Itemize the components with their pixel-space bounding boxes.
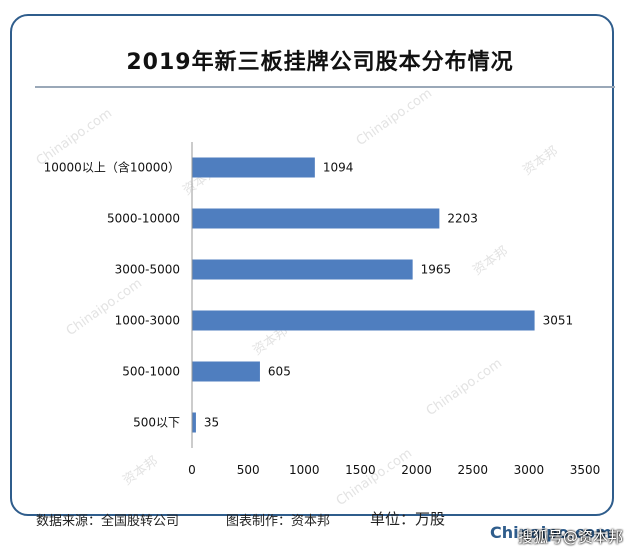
bar [192,412,196,433]
x-tick-label: 3000 [514,463,545,477]
data-label: 1965 [421,263,452,277]
category-label: 3000-5000 [115,263,180,277]
category-label: 1000-3000 [115,314,180,328]
chart-maker: 图表制作：资本邦 [226,514,331,529]
bar [192,361,260,382]
x-tick-label: 1500 [345,463,376,477]
bar [192,208,440,229]
bar [192,157,315,178]
data-label: 35 [204,416,219,430]
data-source: 数据来源：全国股转公司 [36,514,180,529]
chart-title: 2019年新三板挂牌公司股本分布情况 [126,50,514,75]
x-tick-label: 3500 [570,463,601,477]
category-label: 5000-10000 [107,212,180,226]
data-label: 3051 [543,314,574,328]
title-divider [35,86,615,88]
x-tick-label: 2500 [457,463,488,477]
data-label: 2203 [447,212,478,226]
brand-logo: Chinaipo.com [490,523,612,542]
x-tick-label: 0 [188,463,196,477]
unit-label: 单位：万股 [370,510,446,528]
category-label: 10000以上（含10000） [44,160,180,175]
data-label: 1094 [323,161,354,175]
platform-caption: 搜狐号@资本邦 [518,528,624,546]
x-tick-label: 2000 [401,463,432,477]
data-label: 605 [268,365,291,379]
category-label: 500-1000 [122,365,180,379]
bar [192,310,535,331]
bar [192,259,413,280]
category-label: 500以下 [133,416,180,430]
x-tick-label: 1000 [289,463,320,477]
x-tick-label: 500 [237,463,260,477]
